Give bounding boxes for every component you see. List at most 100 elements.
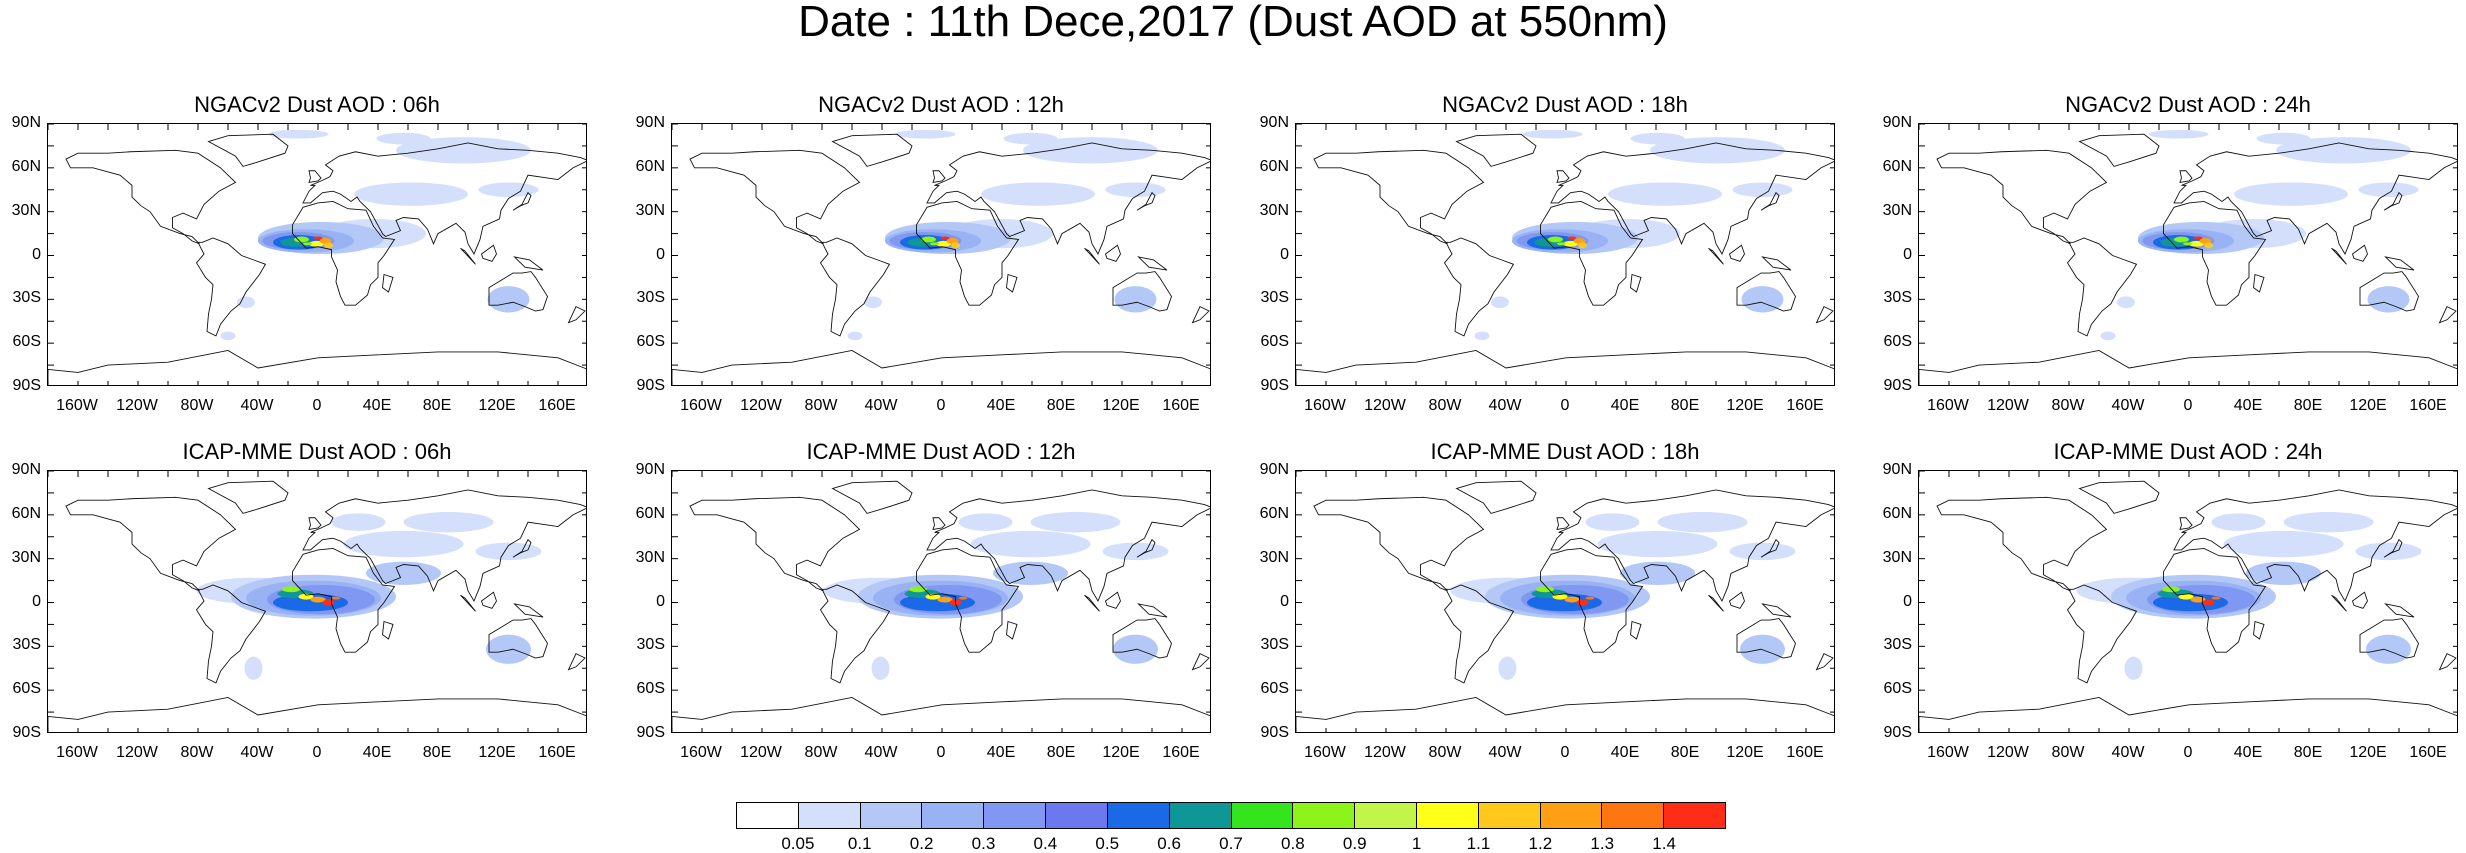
dust-plume (310, 596, 326, 603)
lat-label: 0 (32, 245, 41, 263)
coastline (2331, 247, 2347, 265)
coastline (672, 349, 1210, 385)
lat-label: 90S (12, 724, 41, 741)
dust-plume (1023, 137, 1158, 164)
coastline (308, 517, 322, 531)
lat-label: 60N (635, 157, 665, 175)
lat-label: 60N (1882, 504, 1912, 522)
lon-label: 80E (1670, 397, 1700, 414)
dust-plume (1630, 132, 1685, 145)
coastline (1540, 200, 1644, 306)
lon-label: 40W (240, 744, 274, 761)
lat-label: 0 (1280, 245, 1289, 263)
dust-plume (871, 656, 890, 680)
coastline (2173, 489, 2457, 603)
coastline (513, 603, 544, 618)
lon-label: 160E (1786, 397, 1824, 414)
lon-label: 40E (986, 397, 1016, 414)
lon-label: 40W (240, 397, 274, 414)
colorbar-label: 0.8 (1281, 834, 1305, 853)
lat-label: 0 (32, 592, 41, 610)
coastline (819, 584, 891, 684)
lat-label: 30N (635, 548, 665, 566)
coastline (689, 149, 861, 245)
dust-plume (403, 511, 494, 533)
coastline (689, 496, 861, 592)
dust-plume (2174, 236, 2189, 243)
lon-label: 160E (2409, 744, 2447, 761)
lat-label: 30N (1882, 201, 1912, 219)
lat-label: 90N (635, 114, 665, 131)
coastline (916, 547, 1020, 653)
coastline (2383, 191, 2403, 211)
lon-label: 80E (1670, 744, 1700, 761)
lon-label: 80W (804, 397, 838, 414)
coastline (926, 489, 1210, 603)
lon-label: 80E (1046, 397, 1076, 414)
coastline (1313, 496, 1485, 592)
dust-plume (2124, 656, 2143, 680)
map-panel (47, 123, 587, 386)
lon-label: 160W (1927, 744, 1969, 761)
dust-plume (322, 599, 335, 606)
dust-plume (1102, 542, 1169, 561)
lon-label: 160W (680, 397, 722, 414)
coastline (1761, 603, 1792, 618)
lat-label: 30N (635, 201, 665, 219)
world-map (1919, 471, 2457, 732)
coastline (2351, 244, 2368, 262)
coastline (1137, 603, 1168, 618)
lon-label: 0 (312, 744, 322, 761)
coastline (1455, 480, 1537, 514)
lon-label: 160W (680, 744, 722, 761)
coastline (2359, 271, 2419, 312)
dust-plume (324, 242, 333, 249)
dust-plume (343, 530, 464, 558)
lat-label: 90N (11, 114, 41, 131)
coastline (1112, 618, 1172, 659)
dust-plume (1578, 242, 1587, 249)
lat-label: 90N (1259, 461, 1289, 478)
lon-label: 40E (2233, 744, 2263, 761)
coastline (292, 547, 396, 653)
map-panel (47, 470, 587, 733)
coastline (1296, 696, 1834, 732)
dust-plume (319, 237, 332, 244)
lon-label: 120E (1726, 744, 1764, 761)
coastline (308, 170, 322, 184)
dust-plume (1522, 129, 1583, 139)
panel-title: NGACv2 Dust AOD : 06h (194, 92, 440, 117)
dust-plume (930, 242, 939, 246)
colorbar-swatch (737, 803, 799, 828)
coastline (513, 256, 544, 271)
colorbar-swatch (1293, 803, 1356, 828)
map-panel (671, 470, 1211, 733)
lon-label: 80E (1046, 744, 1076, 761)
lon-label: 120E (1102, 744, 1140, 761)
lon-label: 80W (1428, 744, 1462, 761)
dust-plume (1741, 286, 1784, 313)
coastline (1540, 547, 1644, 653)
lon-label: 0 (312, 397, 322, 414)
coastline (2173, 142, 2457, 256)
dust-plume (298, 593, 314, 600)
dust-plume (331, 596, 341, 600)
dust-plume (940, 236, 950, 240)
dust-plume (303, 242, 312, 246)
panel-title: ICAP-MME Dust AOD : 24h (2053, 439, 2323, 464)
coastline (2384, 256, 2415, 271)
lon-label: 120W (1364, 744, 1406, 761)
coastline (195, 237, 267, 337)
lat-label: 60N (1259, 504, 1289, 522)
dust-plume (294, 236, 309, 243)
coastline (48, 696, 586, 732)
lat-label: 0 (656, 245, 665, 263)
lat-label: 60N (635, 504, 665, 522)
coastline (302, 142, 586, 256)
dust-plume (2223, 530, 2344, 558)
lon-label: 0 (936, 744, 946, 761)
panel-title: NGACv2 Dust AOD : 18h (1442, 92, 1688, 117)
lat-label: 0 (1280, 592, 1289, 610)
lon-label: 160W (56, 397, 98, 414)
dust-plume (2202, 599, 2215, 606)
